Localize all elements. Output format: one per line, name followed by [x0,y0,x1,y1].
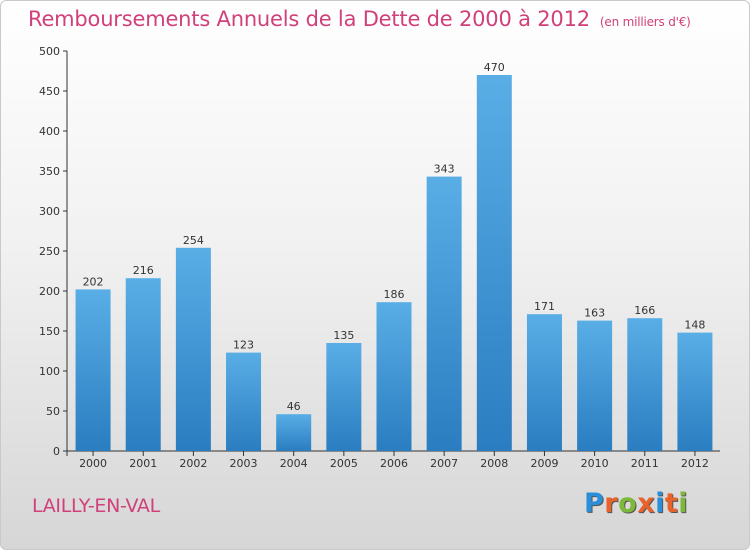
x-tick-label: 2004 [280,457,308,470]
x-tick-label: 2003 [230,457,258,470]
x-tick-label: 2002 [179,457,207,470]
bar [175,247,211,451]
data-label: 46 [287,400,301,413]
data-label: 470 [484,61,505,74]
bar [276,414,312,451]
bar [526,314,562,451]
x-tick-label: 2006 [380,457,408,470]
bar [476,75,512,451]
bar [627,318,663,451]
data-label: 123 [233,339,254,352]
data-label: 163 [584,307,605,320]
data-label: 171 [534,300,555,313]
x-tick-label: 2000 [79,457,107,470]
bar [376,302,412,451]
bar [326,343,362,451]
x-tick-label: 2007 [430,457,458,470]
data-label: 135 [333,329,354,342]
y-tick-label: 150 [39,325,60,338]
logo-letter: i [678,488,689,519]
bar [226,352,262,451]
x-axis: 2000 2001 2002 2003 2004 2005 2006 2007 2008 2009… [63,450,720,470]
proxiti-logo[interactable]: Proxiti [584,488,688,519]
bar [426,176,462,451]
y-tick-label: 250 [39,245,60,258]
data-label: 148 [684,319,705,332]
x-tick-label: 2001 [129,457,157,470]
y-tick-label: 400 [39,125,60,138]
data-label: 216 [133,264,154,277]
logo-letter: x [637,488,656,519]
bar [677,332,713,451]
y-tick-label: 100 [39,365,60,378]
logo-letter: t [664,488,679,519]
logo-letter: o [618,488,638,519]
data-label: 343 [434,163,455,176]
x-tick-label: 2009 [530,457,558,470]
chart-title-main: Remboursements Annuels de la Dette de 20… [28,7,590,31]
commune-name: LAILLY-EN-VAL [32,495,160,517]
y-tick-label: 350 [39,165,60,178]
y-tick-label: 300 [39,205,60,218]
chart-title: Remboursements Annuels de la Dette de 20… [28,7,691,31]
data-label: 254 [183,234,204,247]
bar-series: 202 216 254 123 46 135 186 343 470 171 163 166 148 [75,61,713,451]
data-label: 166 [634,304,655,317]
x-tick-label: 2005 [330,457,358,470]
logo-letter: P [584,488,605,519]
data-label: 186 [384,288,405,301]
y-tick-label: 450 [39,85,60,98]
y-tick-label: 50 [46,405,60,418]
y-axis: 0 50 100 150 200 250 300 350 400 450 500 [39,45,68,458]
x-tick-label: 2011 [631,457,659,470]
bar [125,278,161,451]
x-tick-label: 2010 [581,457,609,470]
bar [577,320,613,451]
logo-letter: r [604,488,619,519]
logo-letter: i [655,488,665,519]
bar [75,289,111,451]
y-tick-label: 200 [39,285,60,298]
y-tick-label: 500 [39,45,60,58]
x-tick-label: 2012 [681,457,709,470]
chart-title-unit: (en milliers d'€) [599,15,691,29]
x-tick-label: 2008 [480,457,508,470]
data-label: 202 [83,275,104,288]
y-tick-label: 0 [53,445,60,458]
